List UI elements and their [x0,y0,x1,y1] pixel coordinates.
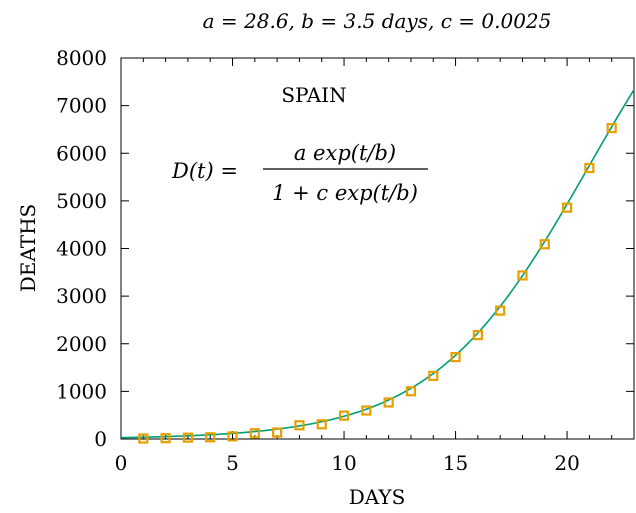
data-point [205,432,216,443]
chart-title: a = 28.6, b = 3.5 days, c = 0.0025 [203,9,552,33]
data-point [316,419,327,430]
y-tick-label: 8000 [56,46,107,70]
x-tick-label: 10 [331,451,356,475]
data-point [561,202,573,213]
y-tick-label: 3000 [56,284,107,308]
x-axis-title: DAYS [349,485,406,509]
formula-denominator: 1 + c exp(t/b) [272,181,418,205]
data-point [606,123,617,134]
plot-area [120,57,635,440]
data-point [495,305,506,316]
y-tick-label: 1000 [56,379,107,403]
y-tick-label: 5000 [56,189,107,213]
data-point [138,433,149,444]
data-point [361,405,372,416]
data-point [584,162,595,174]
y-axis-title: DEATHS [16,204,40,292]
y-tick-label: 6000 [56,141,107,165]
x-axis-ticks: 0 5 10 15 20 [115,58,635,475]
data-point [539,239,550,250]
data-points [138,123,617,444]
data-point [160,433,171,444]
data-point [338,410,350,421]
data-point [249,428,260,439]
data-point [227,431,238,442]
data-point [294,420,305,431]
country-label: SPAIN [281,83,346,107]
data-point [182,432,194,443]
x-tick-label: 0 [115,451,128,475]
data-point [517,270,528,281]
data-point [383,397,394,408]
y-tick-label: 7000 [56,94,107,118]
x-tick-label: 5 [226,451,239,475]
y-tick-label: 0 [94,427,107,451]
x-tick-label: 15 [443,451,468,475]
data-point [405,386,417,397]
data-point [428,370,439,381]
data-point [472,329,483,341]
data-point [450,351,461,363]
y-tick-label: 4000 [56,237,107,261]
formula-numerator: a exp(t/b) [294,141,396,165]
y-tick-label: 2000 [56,332,107,356]
formula-lhs: D(t) = [171,159,238,183]
x-tick-label: 20 [554,451,579,475]
data-point [272,427,283,438]
y-axis-ticks: 0 1000 2000 3000 4000 5000 6000 7000 8000 [56,46,634,451]
